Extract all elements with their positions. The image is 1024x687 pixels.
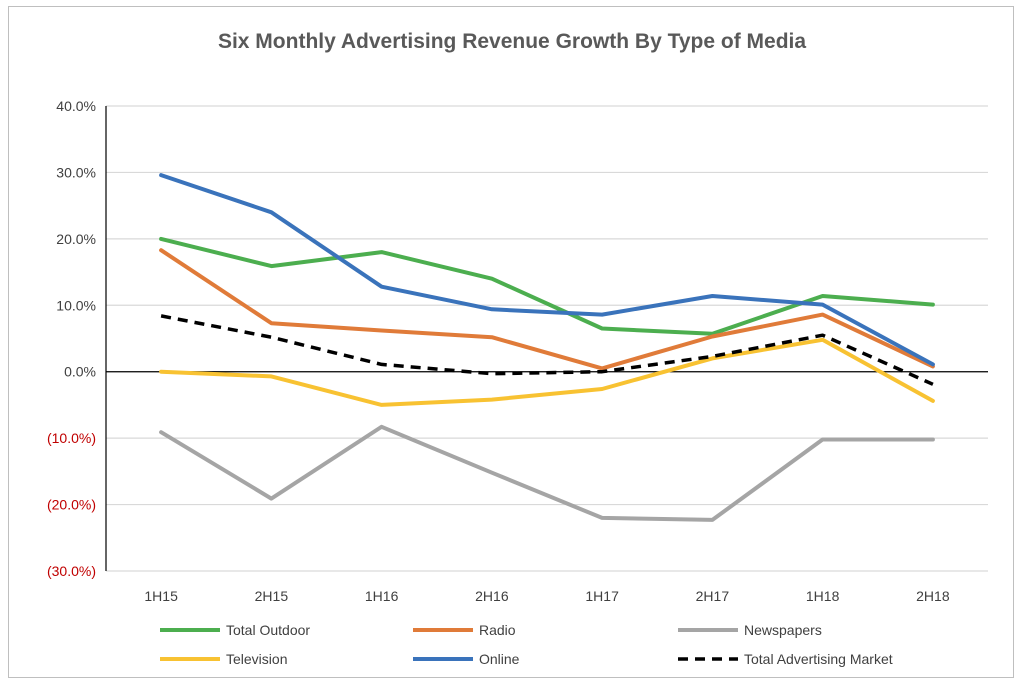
legend-label: Newspapers: [744, 622, 822, 638]
legend: Total Outdoor Radio Newspapers Television On…: [160, 622, 893, 667]
series-line-total-advertising-market: [160, 314, 934, 386]
legend-label: Online: [479, 651, 520, 667]
legend-entry: Newspapers: [678, 622, 822, 638]
series-lines: [159, 173, 935, 522]
y-tick-label: (30.0%): [47, 563, 96, 579]
series-line-radio: [159, 248, 935, 371]
x-tick-label: 1H18: [806, 588, 840, 604]
x-axis: 1H15 2H15 1H16 2H16 1H17 2H17 1H18 2H18: [106, 371, 988, 604]
x-tick-label: 2H17: [696, 588, 730, 604]
y-tick-label: 30.0%: [56, 164, 96, 180]
x-tick-label: 2H16: [475, 588, 509, 604]
x-tick-label: 1H16: [365, 588, 399, 604]
legend-label: Radio: [479, 622, 516, 638]
chart-title: Six Monthly Advertising Revenue Growth B…: [217, 30, 807, 53]
y-tick-label: (20.0%): [47, 497, 96, 513]
series-line-online: [159, 173, 935, 367]
legend-entry: Television: [160, 651, 287, 667]
x-tick-label: 2H15: [255, 588, 289, 604]
y-tick-label: 0.0%: [64, 364, 96, 380]
legend-entry: Radio: [413, 622, 516, 638]
legend-entry: Total Outdoor: [160, 622, 310, 638]
legend-label: Television: [226, 651, 287, 667]
series-line-newspapers: [159, 424, 935, 522]
y-tick-label: 10.0%: [56, 297, 96, 313]
x-tick-label: 2H18: [916, 588, 950, 604]
legend-label: Total Outdoor: [226, 622, 310, 638]
y-axis: 40.0% 30.0% 20.0% 10.0% 0.0% (10.0%) (20.0%) (3…: [47, 98, 107, 579]
y-tick-label: (10.0%): [47, 430, 96, 446]
y-tick-label: 20.0%: [56, 231, 96, 247]
series-line-total-outdoor: [159, 236, 935, 336]
x-tick-label: 1H15: [144, 588, 178, 604]
series-line-television: [159, 337, 935, 407]
legend-entry: Total Advertising Market: [678, 651, 893, 667]
gridlines: [106, 105, 988, 572]
x-tick-label: 1H17: [585, 588, 619, 604]
legend-entry: Online: [413, 651, 520, 667]
legend-label: Total Advertising Market: [744, 651, 893, 667]
y-tick-label: 40.0%: [56, 98, 96, 114]
